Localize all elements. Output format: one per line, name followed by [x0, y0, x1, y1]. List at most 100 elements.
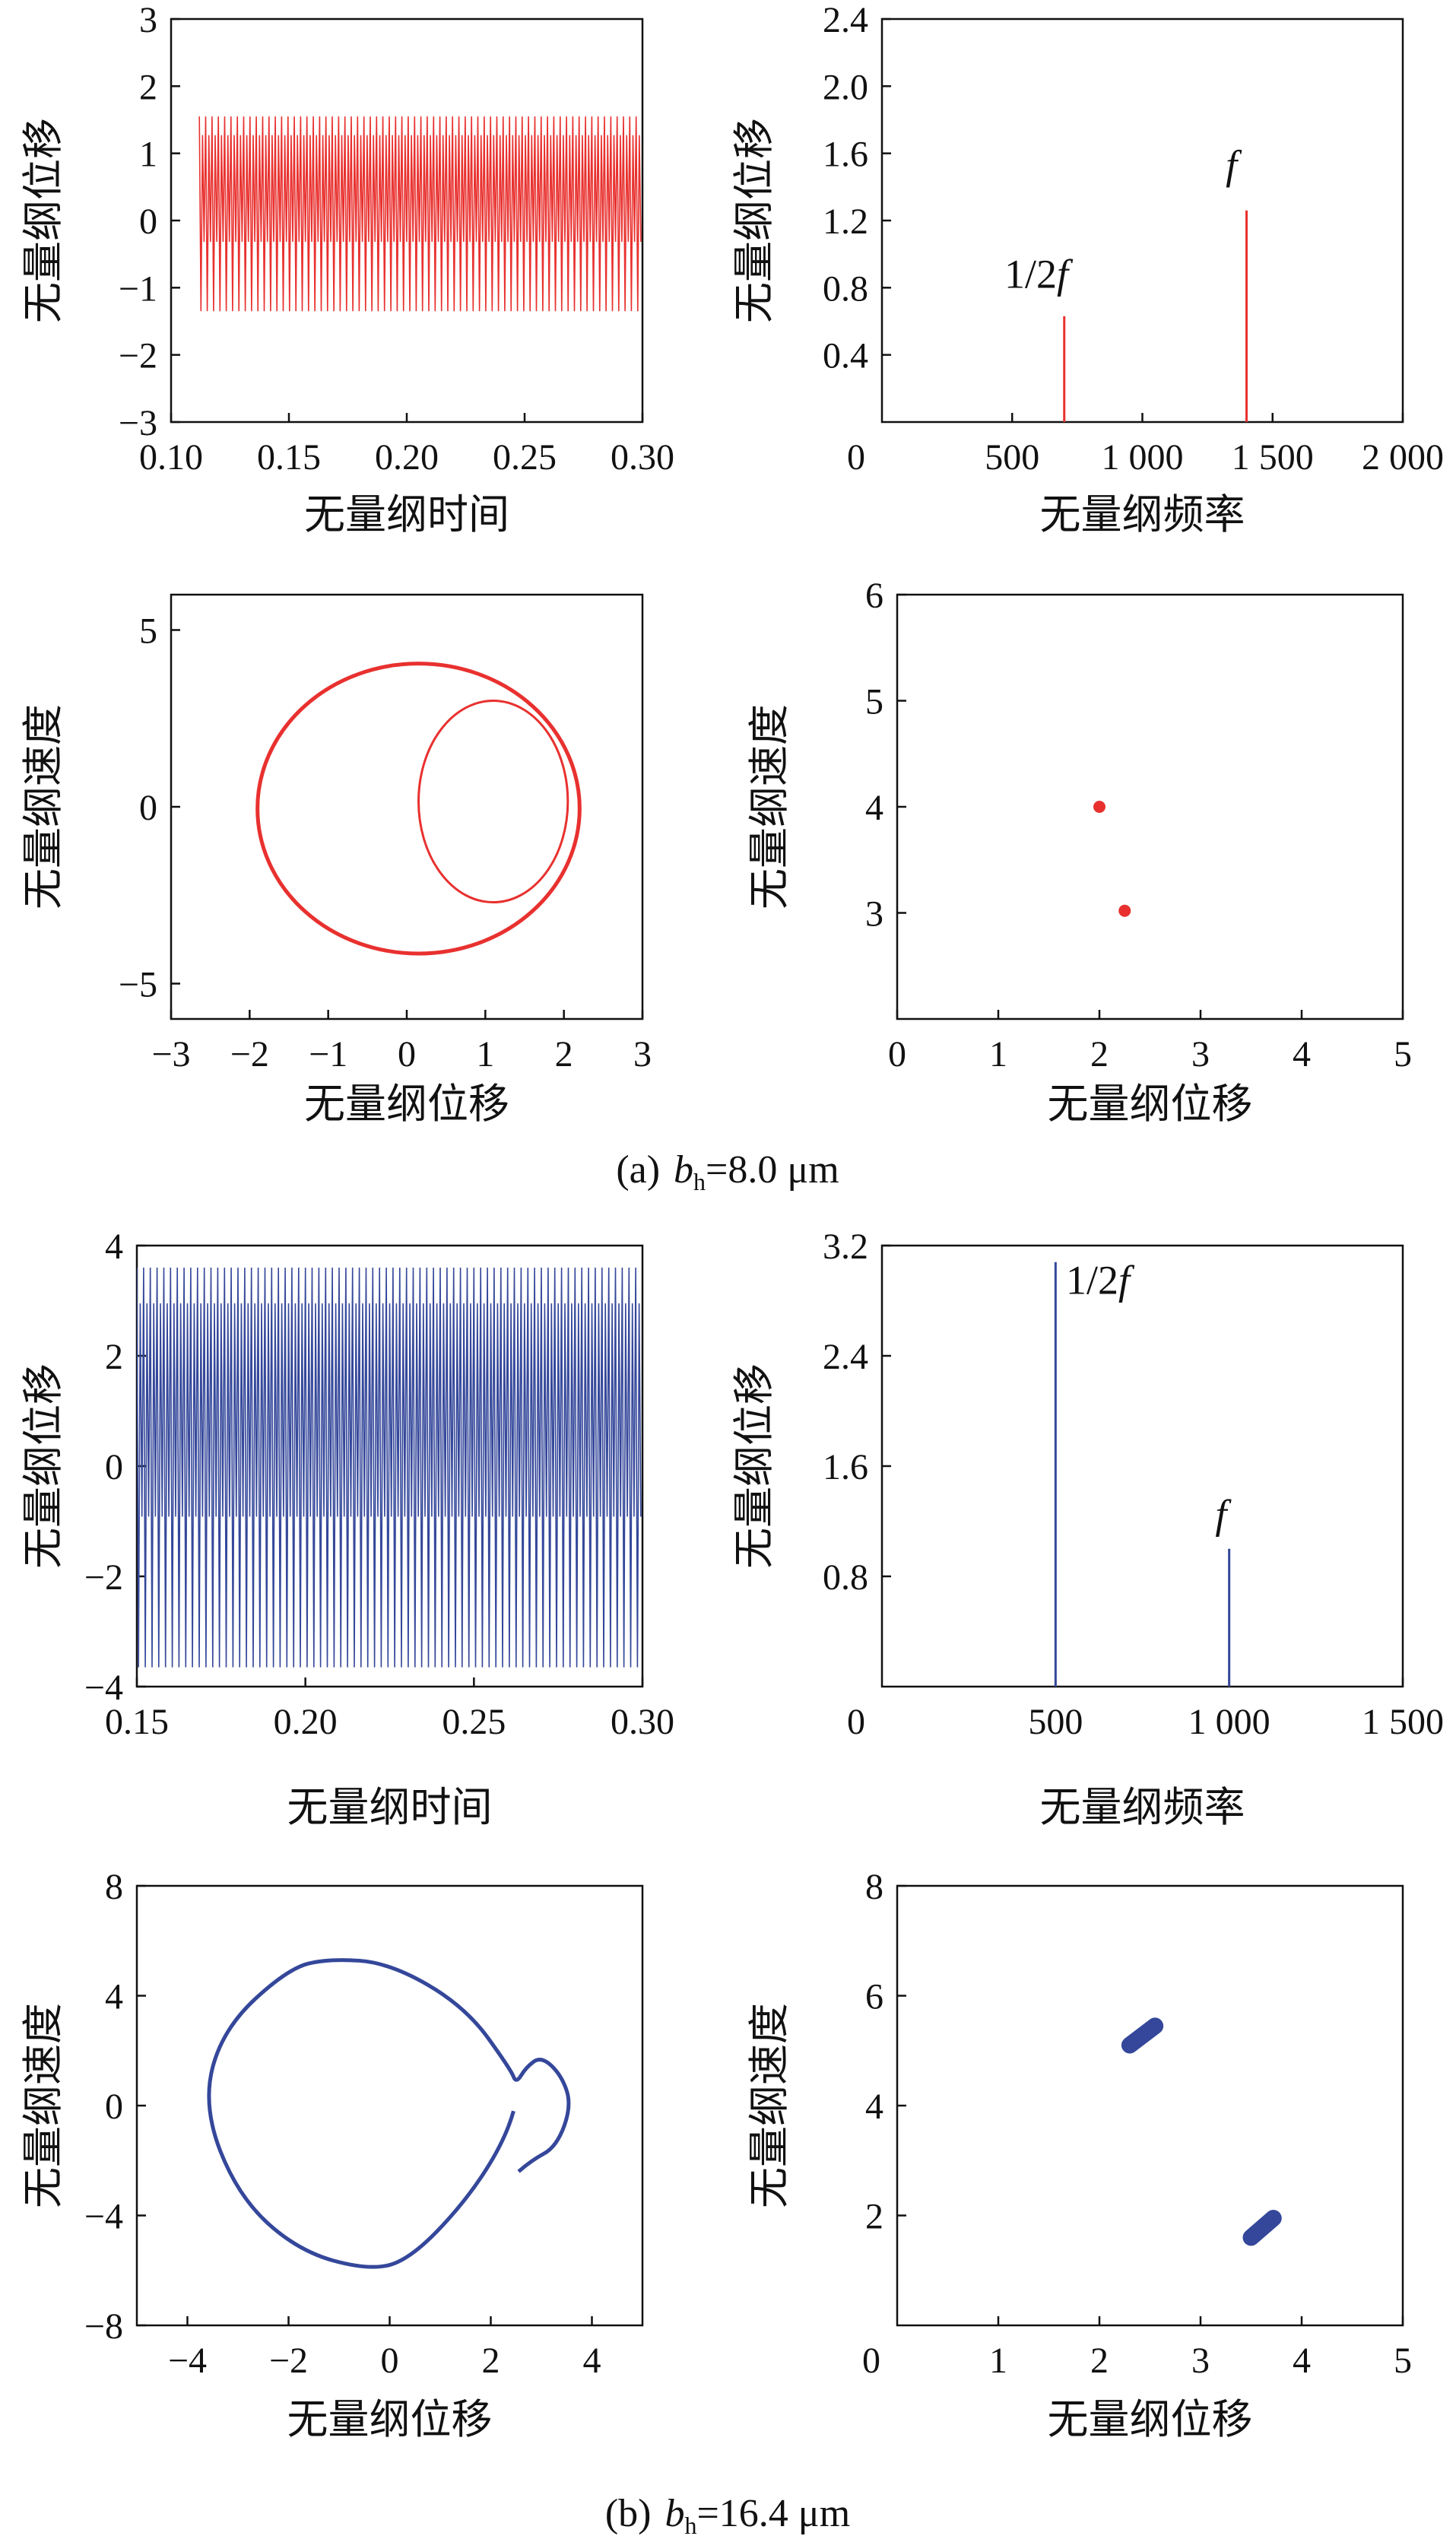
- y-axis-label: 无量纲速度: [745, 2003, 793, 2208]
- y-tick-label: −8: [84, 2306, 123, 2347]
- y-tick-label: 1.6: [823, 1447, 868, 1487]
- plot-frame: [880, 1244, 1404, 1688]
- y-tick-label: 6: [865, 1977, 883, 2017]
- x-axis-label: 无量纲位移: [1048, 1080, 1253, 1128]
- panel-b-phase: −4 −2 0 2 4 8 4 0 −4 −8 无量纲位移 无量纲速度: [19, 1867, 644, 2443]
- phase-orbit: [255, 662, 582, 956]
- y-axis-label: 无量纲速度: [745, 704, 793, 909]
- y-tick-label: 1: [139, 135, 157, 175]
- caption-b-sub: h: [684, 2512, 696, 2536]
- y-tick-label: 4: [865, 788, 883, 828]
- caption-b: (b) bh=16.4 μm: [605, 2492, 850, 2536]
- y-tick-label: 8: [105, 1867, 123, 1907]
- y-tick-label: 2.0: [823, 67, 868, 107]
- caption-a-prefix: (a): [616, 1148, 660, 1192]
- x-tick-label: 4: [1293, 1034, 1311, 1074]
- y-axis-label: 无量纲速度: [19, 704, 67, 909]
- y-tick-label: 0: [105, 2087, 123, 2127]
- peak-annotation: f: [1215, 1492, 1232, 1538]
- x-tick-label: −2: [230, 1034, 269, 1074]
- x-tick-label: −4: [168, 2341, 207, 2381]
- x-tick-label: 4: [583, 2341, 601, 2381]
- panel-a-phase: −3 −2 −1 0 1 2 3 5 0 −5 无量纲位移 无量纲速度: [19, 593, 652, 1128]
- y-tick-label: 0: [139, 202, 157, 242]
- plot-frame: [880, 17, 1404, 424]
- time-series-line: [137, 1267, 642, 1668]
- y-tick-label: 5: [139, 611, 157, 652]
- poincare-point: [1093, 801, 1105, 813]
- x-tick-label: 0: [398, 1034, 416, 1074]
- x-tick-label: 500: [985, 437, 1039, 478]
- caption-a-var: b: [674, 1148, 693, 1192]
- plot-area: [255, 662, 582, 956]
- y-tick-label: 6: [865, 576, 883, 616]
- x-tick-label: 1 000: [1102, 437, 1184, 478]
- y-tick-label: 4: [105, 1977, 123, 2017]
- y-tick-label: 8: [865, 1867, 883, 1907]
- plot-frame: [135, 1884, 644, 2327]
- x-tick-label: 0.15: [257, 437, 321, 478]
- x-tick-label: 1 500: [1232, 437, 1314, 478]
- peak-annotation: 1/2f: [1066, 1257, 1135, 1303]
- caption-b-var: b: [665, 2492, 684, 2535]
- x-tick-label: 3: [1191, 2341, 1210, 2381]
- plot-area: [1093, 801, 1131, 917]
- plot-area: [1054, 1262, 1231, 1687]
- y-tick-label: −2: [84, 1557, 123, 1598]
- x-tick-label: −1: [309, 1034, 347, 1074]
- x-tick-label: 2 000: [1362, 437, 1444, 478]
- x-tick-label: 0.20: [375, 437, 439, 478]
- origin-label: 0: [847, 1702, 865, 1742]
- x-tick-label: 1: [989, 2341, 1007, 2381]
- y-tick-label: 3.2: [823, 1227, 868, 1267]
- y-tick-label: 3: [865, 894, 883, 935]
- y-tick-label: 2: [865, 2197, 883, 2237]
- x-tick-label: 0.20: [274, 1702, 338, 1742]
- y-axis-label: 无量纲位移: [19, 118, 67, 323]
- y-tick-label: 2: [139, 67, 157, 107]
- origin-label: 0: [847, 437, 865, 478]
- time-series-line: [198, 116, 642, 312]
- y-tick-label: 4: [105, 1227, 123, 1267]
- y-tick-label: −1: [119, 268, 157, 309]
- x-tick-label: 2: [1090, 2341, 1109, 2381]
- y-tick-label: −5: [119, 965, 157, 1005]
- x-tick-label: 0: [381, 2341, 399, 2381]
- panel-a-time: 0.10 0.15 0.20 0.25 0.30 3 2 1 0 −1 −2 −3 无量纲时间 无量纲位移: [19, 0, 674, 538]
- y-tick-label: 2: [105, 1337, 123, 1377]
- y-axis-label: 无量纲位移: [730, 1363, 778, 1569]
- x-tick-label: 3: [1191, 1034, 1210, 1074]
- x-tick-label: 0.30: [611, 437, 674, 478]
- x-axis-label: 无量纲位移: [304, 1080, 509, 1128]
- plot-area: [198, 116, 642, 312]
- y-tick-label: −4: [84, 1668, 123, 1708]
- plot-frame: [170, 593, 644, 1020]
- y-tick-label: 3: [139, 0, 157, 40]
- plot-frame: [896, 1884, 1404, 2327]
- caption-a: (a) bh=8.0 μm: [616, 1148, 839, 1195]
- y-tick-label: 1.2: [823, 202, 868, 242]
- plot-area: [1063, 210, 1248, 422]
- panel-b-time: 0.15 0.20 0.25 0.30 4 2 0 −2 −4 无量纲时间 无量纲位移: [19, 1227, 674, 1831]
- x-tick-label: 2: [482, 2341, 500, 2381]
- phase-curve: [207, 1958, 571, 2269]
- y-tick-label: 0.8: [823, 268, 868, 309]
- x-axis-label: 无量纲位移: [1048, 2395, 1253, 2443]
- y-tick-label: 4: [865, 2087, 883, 2127]
- y-tick-label: 0.8: [823, 1557, 868, 1598]
- caption-b-prefix: (b): [605, 2492, 652, 2535]
- y-axis-label: 无量纲速度: [19, 2003, 67, 2208]
- panel-a-spectrum: 500 1 000 1 500 2 000 2.4 2.0 1.6 1.2 0.8 0.4 0 无量纲…: [730, 0, 1444, 538]
- x-tick-label: 2: [555, 1034, 573, 1074]
- y-tick-label: −3: [119, 403, 157, 443]
- x-tick-label: 5: [1394, 1034, 1412, 1074]
- plot-area: [1121, 2017, 1282, 2246]
- caption-a-sub: h: [693, 1168, 706, 1195]
- x-tick-label: 2: [1090, 1034, 1109, 1074]
- y-tick-label: 0: [105, 1447, 123, 1487]
- x-tick-label: −2: [269, 2341, 308, 2381]
- x-tick-label: 0.25: [493, 437, 557, 478]
- y-tick-label: 1.6: [823, 135, 868, 175]
- x-axis-label: 无量纲时间: [287, 1783, 493, 1831]
- y-tick-label: −2: [119, 336, 157, 376]
